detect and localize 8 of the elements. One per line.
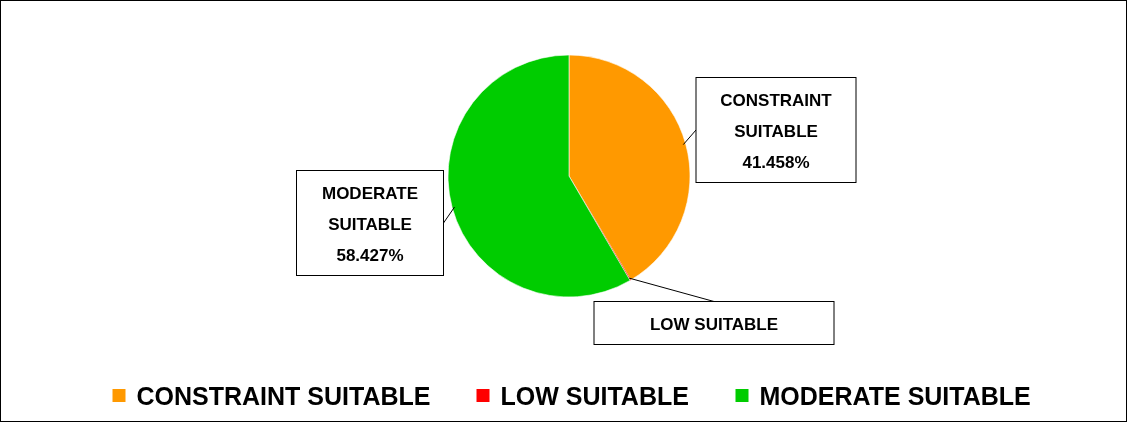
slice-label: LOW SUITABLE [649,314,779,334]
data-label: 58.427% [336,245,404,265]
slice-label: CONSTRAINT SUITABLE [720,90,833,141]
legend-label: LOW SUITABLE [500,382,689,410]
legend-label: MODERATE SUITABLE [759,382,1031,410]
legend-label: CONSTRAINT SUITABLE [136,382,431,410]
slice-label: MODERATE SUITABLE [321,183,419,234]
data-label: 41.458% [742,152,810,172]
